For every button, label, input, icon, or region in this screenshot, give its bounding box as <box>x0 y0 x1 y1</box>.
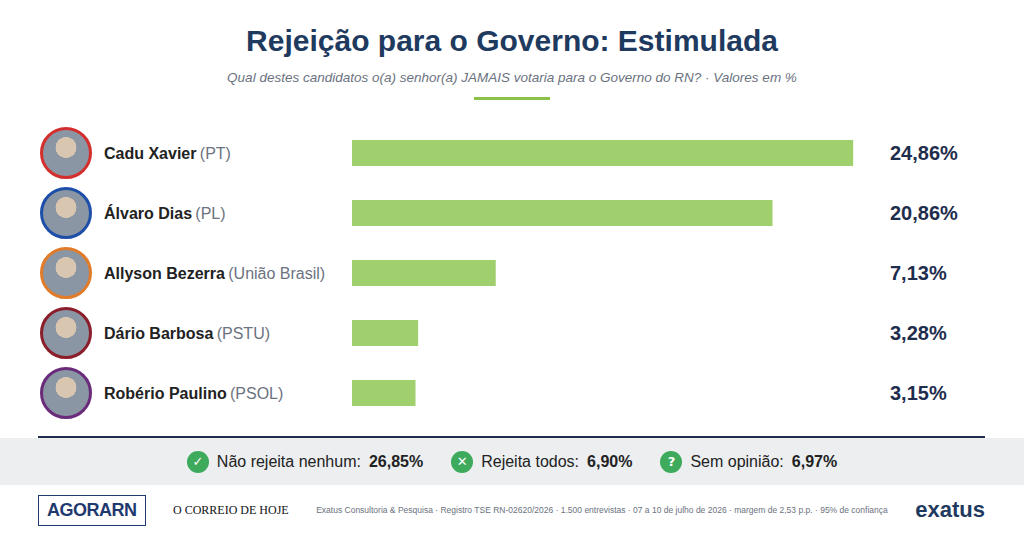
svg-text:24,86%: 24,86% <box>890 142 958 164</box>
svg-text:3,28%: 3,28% <box>890 322 947 344</box>
html-text:Rejeição para o Governo: Estim: Rejeição para o Governo: Estimulada <box>246 24 778 57</box>
html-text:6,97%: 6,97% <box>791 452 838 470</box>
html-text:6,90%: 6,90% <box>587 452 633 470</box>
html-text:Sem opinião:: Sem opinião: <box>690 452 784 470</box>
svg-text:(PL): (PL) <box>195 205 225 222</box>
svg-text:7,13%: 7,13% <box>890 262 947 284</box>
html-text:Qual destes candidatos o(a) se: Qual destes candidatos o(a) senhor(a) JA… <box>227 70 797 85</box>
html-text:exatus: exatus <box>915 497 985 522</box>
svg-text:20,86%: 20,86% <box>890 202 958 224</box>
svg-text:3,15%: 3,15% <box>890 382 947 404</box>
html-text:26,85%: 26,85% <box>368 452 424 470</box>
html-text:Não rejeita nenhum:: Não rejeita nenhum: <box>216 452 361 470</box>
html-text:Rejeita todos:: Rejeita todos: <box>481 452 579 470</box>
html-text:AGORARN: AGORARN <box>47 499 137 520</box>
svg-text:Allyson Bezerra: Allyson Bezerra <box>104 265 225 282</box>
html-text:O CORREIO DE HOJE: O CORREIO DE HOJE <box>173 502 289 517</box>
html-text:Exatus Consultoria & Pesquisa: Exatus Consultoria & Pesquisa · Registro… <box>316 505 888 515</box>
svg-text:Robério Paulino: Robério Paulino <box>104 385 227 402</box>
svg-text:Cadu Xavier: Cadu Xavier <box>104 145 196 162</box>
svg-text:(União Brasil): (União Brasil) <box>228 265 325 282</box>
svg-text:Dário Barbosa: Dário Barbosa <box>104 325 213 342</box>
svg-text:(PT): (PT) <box>200 145 231 162</box>
svg-text:(PSOL): (PSOL) <box>230 385 283 402</box>
svg-text:Álvaro Dias: Álvaro Dias <box>104 204 192 222</box>
svg-text:(PSTU): (PSTU) <box>217 325 270 342</box>
